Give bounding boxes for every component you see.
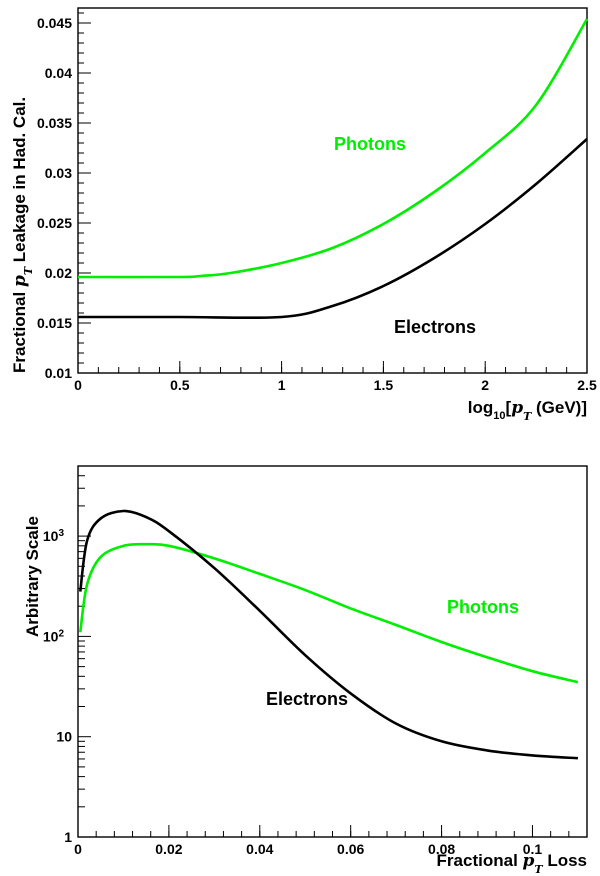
y-tick-label: 0.025	[37, 215, 72, 231]
y-tick-label: 103	[43, 528, 65, 545]
y-tick-label: 0.035	[37, 115, 72, 131]
x-tick-label: 0.06	[337, 841, 364, 857]
y-minor-ticks	[78, 12, 84, 374]
loss-distribution-chart: 0 0.02 0.04 0.06 0.08 0.1 1 10 102 103 Photons Elec…	[23, 465, 588, 876]
x-tick-label: 0.5	[170, 377, 190, 393]
leakage-chart: 0 0.5 1 1.5 2 2.5 0.01 0.015 0.02 0.025 0.03 0.035 0…	[10, 7, 597, 423]
y-tick-label: 1	[64, 829, 72, 845]
y-axis-title: Fractional pT Leakage in Had. Cal.	[10, 97, 35, 373]
x-tick-label: 0	[74, 377, 82, 393]
x-tick-label: 0	[74, 841, 82, 857]
y-tick-label: 0.02	[45, 265, 72, 281]
x-tick-label: 0.02	[155, 841, 182, 857]
x-axis-title: Fractional pT Loss	[437, 851, 587, 876]
series-label-photons: Photons	[334, 134, 406, 154]
y-tick-label: 102	[43, 628, 65, 645]
series-label-photons: Photons	[447, 597, 519, 617]
x-tick-label: 2.5	[577, 377, 597, 393]
x-minor-ticks	[77, 367, 588, 373]
x-tick-label: 0.1	[523, 841, 543, 857]
series-line-electrons	[78, 138, 588, 320]
x-tick-label: 0.04	[246, 841, 273, 857]
series-label-electrons: Electrons	[394, 317, 476, 337]
x-tick-label: 0.08	[428, 841, 455, 857]
y-tick-label: 0.01	[45, 365, 72, 381]
x-tick-label: 2	[481, 377, 489, 393]
x-tick-label: 1	[278, 377, 286, 393]
x-axis-title: log10[pT (GeV)]	[468, 398, 587, 423]
y-tick-label: 10	[56, 729, 72, 745]
series-line-photons	[78, 542, 579, 684]
series-label-electrons: Electrons	[266, 689, 348, 709]
y-tick-label: 0.045	[37, 15, 72, 31]
x-minor-ticks	[77, 831, 588, 837]
y-tick-label: 0.04	[45, 65, 72, 81]
y-tick-label: 0.015	[37, 315, 72, 331]
series-line-electrons	[78, 509, 578, 760]
y-tick-label: 0.03	[45, 165, 72, 181]
series-line-photons	[77, 18, 589, 279]
x-tick-label: 1.5	[374, 377, 394, 393]
plot-frame	[77, 7, 588, 374]
y-axis-title: Arbitrary Scale	[23, 516, 42, 637]
